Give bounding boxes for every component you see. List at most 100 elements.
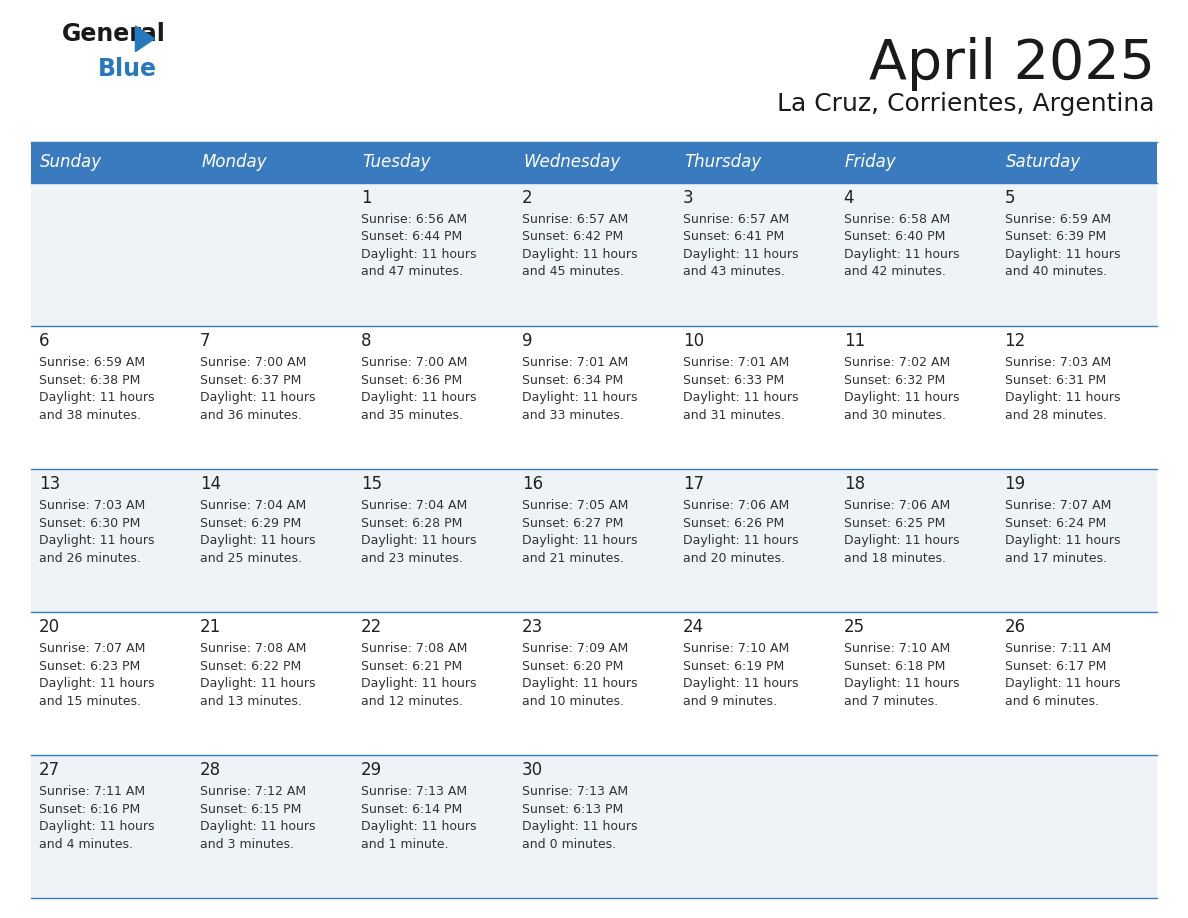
Bar [31,469,191,611]
Text: Sunrise: 7:03 AM
Sunset: 6:31 PM
Daylight: 11 hours
and 28 minutes.: Sunrise: 7:03 AM Sunset: 6:31 PM Dayligh… [1005,356,1120,421]
Text: 15: 15 [361,476,383,493]
Bar [31,142,191,183]
Bar [353,469,513,611]
Polygon shape [135,26,154,51]
Text: Sunrise: 7:11 AM
Sunset: 6:16 PM
Daylight: 11 hours
and 4 minutes.: Sunrise: 7:11 AM Sunset: 6:16 PM Dayligh… [39,785,154,851]
Text: Sunrise: 7:07 AM
Sunset: 6:24 PM
Daylight: 11 hours
and 17 minutes.: Sunrise: 7:07 AM Sunset: 6:24 PM Dayligh… [1005,499,1120,565]
Bar [997,611,1157,755]
Text: Monday: Monday [201,153,267,172]
Text: Sunrise: 6:57 AM
Sunset: 6:42 PM
Daylight: 11 hours
and 45 minutes.: Sunrise: 6:57 AM Sunset: 6:42 PM Dayligh… [522,213,638,278]
Text: Friday: Friday [845,153,897,172]
Text: 4: 4 [843,189,854,207]
Bar [997,326,1157,469]
Text: 27: 27 [39,761,61,779]
Text: 19: 19 [1005,476,1025,493]
Text: Sunrise: 7:10 AM
Sunset: 6:18 PM
Daylight: 11 hours
and 7 minutes.: Sunrise: 7:10 AM Sunset: 6:18 PM Dayligh… [843,642,959,708]
Bar [191,755,353,898]
Bar [353,142,513,183]
Text: Sunrise: 7:06 AM
Sunset: 6:25 PM
Daylight: 11 hours
and 18 minutes.: Sunrise: 7:06 AM Sunset: 6:25 PM Dayligh… [843,499,959,565]
Bar [513,469,675,611]
Bar [191,611,353,755]
Text: Sunday: Sunday [40,153,102,172]
Text: La Cruz, Corrientes, Argentina: La Cruz, Corrientes, Argentina [777,92,1155,116]
Text: Sunrise: 7:00 AM
Sunset: 6:36 PM
Daylight: 11 hours
and 35 minutes.: Sunrise: 7:00 AM Sunset: 6:36 PM Dayligh… [361,356,476,421]
Text: Sunrise: 6:59 AM
Sunset: 6:38 PM
Daylight: 11 hours
and 38 minutes.: Sunrise: 6:59 AM Sunset: 6:38 PM Dayligh… [39,356,154,421]
Text: 6: 6 [39,332,50,350]
Text: Sunrise: 6:56 AM
Sunset: 6:44 PM
Daylight: 11 hours
and 47 minutes.: Sunrise: 6:56 AM Sunset: 6:44 PM Dayligh… [361,213,476,278]
Bar [353,183,513,326]
Text: Sunrise: 7:00 AM
Sunset: 6:37 PM
Daylight: 11 hours
and 36 minutes.: Sunrise: 7:00 AM Sunset: 6:37 PM Dayligh… [200,356,316,421]
Text: Sunrise: 7:01 AM
Sunset: 6:33 PM
Daylight: 11 hours
and 31 minutes.: Sunrise: 7:01 AM Sunset: 6:33 PM Dayligh… [683,356,798,421]
Bar [835,469,997,611]
Text: 20: 20 [39,618,61,636]
Bar [997,183,1157,326]
Text: 23: 23 [522,618,543,636]
Text: Sunrise: 7:04 AM
Sunset: 6:29 PM
Daylight: 11 hours
and 25 minutes.: Sunrise: 7:04 AM Sunset: 6:29 PM Dayligh… [200,499,316,565]
Text: Sunrise: 6:58 AM
Sunset: 6:40 PM
Daylight: 11 hours
and 42 minutes.: Sunrise: 6:58 AM Sunset: 6:40 PM Dayligh… [843,213,959,278]
Text: Sunrise: 7:13 AM
Sunset: 6:14 PM
Daylight: 11 hours
and 1 minute.: Sunrise: 7:13 AM Sunset: 6:14 PM Dayligh… [361,785,476,851]
Bar [513,326,675,469]
Bar [997,142,1157,183]
Text: 11: 11 [843,332,865,350]
Bar [513,142,675,183]
Bar [353,326,513,469]
Text: 17: 17 [683,476,703,493]
Text: Sunrise: 7:11 AM
Sunset: 6:17 PM
Daylight: 11 hours
and 6 minutes.: Sunrise: 7:11 AM Sunset: 6:17 PM Dayligh… [1005,642,1120,708]
Text: Sunrise: 7:08 AM
Sunset: 6:22 PM
Daylight: 11 hours
and 13 minutes.: Sunrise: 7:08 AM Sunset: 6:22 PM Dayligh… [200,642,316,708]
Text: 29: 29 [361,761,383,779]
Text: 7: 7 [200,332,210,350]
Bar [997,755,1157,898]
Text: Tuesday: Tuesday [362,153,431,172]
Text: Sunrise: 7:06 AM
Sunset: 6:26 PM
Daylight: 11 hours
and 20 minutes.: Sunrise: 7:06 AM Sunset: 6:26 PM Dayligh… [683,499,798,565]
Text: Sunrise: 6:59 AM
Sunset: 6:39 PM
Daylight: 11 hours
and 40 minutes.: Sunrise: 6:59 AM Sunset: 6:39 PM Dayligh… [1005,213,1120,278]
Bar [513,755,675,898]
Text: 21: 21 [200,618,221,636]
Text: 2: 2 [522,189,532,207]
Text: 22: 22 [361,618,383,636]
Text: General: General [62,22,165,46]
Text: 5: 5 [1005,189,1015,207]
Text: Sunrise: 7:12 AM
Sunset: 6:15 PM
Daylight: 11 hours
and 3 minutes.: Sunrise: 7:12 AM Sunset: 6:15 PM Dayligh… [200,785,316,851]
Text: Sunrise: 7:13 AM
Sunset: 6:13 PM
Daylight: 11 hours
and 0 minutes.: Sunrise: 7:13 AM Sunset: 6:13 PM Dayligh… [522,785,638,851]
Text: 30: 30 [522,761,543,779]
Bar [513,611,675,755]
Bar [835,611,997,755]
Text: 8: 8 [361,332,372,350]
Text: Sunrise: 7:08 AM
Sunset: 6:21 PM
Daylight: 11 hours
and 12 minutes.: Sunrise: 7:08 AM Sunset: 6:21 PM Dayligh… [361,642,476,708]
Bar [353,611,513,755]
Text: Sunrise: 7:10 AM
Sunset: 6:19 PM
Daylight: 11 hours
and 9 minutes.: Sunrise: 7:10 AM Sunset: 6:19 PM Dayligh… [683,642,798,708]
Text: 1: 1 [361,189,372,207]
Text: Sunrise: 7:03 AM
Sunset: 6:30 PM
Daylight: 11 hours
and 26 minutes.: Sunrise: 7:03 AM Sunset: 6:30 PM Dayligh… [39,499,154,565]
Text: Sunrise: 7:02 AM
Sunset: 6:32 PM
Daylight: 11 hours
and 30 minutes.: Sunrise: 7:02 AM Sunset: 6:32 PM Dayligh… [843,356,959,421]
Text: April 2025: April 2025 [868,37,1155,91]
Text: Sunrise: 7:01 AM
Sunset: 6:34 PM
Daylight: 11 hours
and 33 minutes.: Sunrise: 7:01 AM Sunset: 6:34 PM Dayligh… [522,356,638,421]
Text: 28: 28 [200,761,221,779]
Text: 14: 14 [200,476,221,493]
Text: 24: 24 [683,618,703,636]
Bar [675,469,835,611]
Text: Sunrise: 7:09 AM
Sunset: 6:20 PM
Daylight: 11 hours
and 10 minutes.: Sunrise: 7:09 AM Sunset: 6:20 PM Dayligh… [522,642,638,708]
Bar [353,755,513,898]
Text: 26: 26 [1005,618,1025,636]
Bar [191,469,353,611]
Bar [997,469,1157,611]
Text: 3: 3 [683,189,694,207]
Bar [191,142,353,183]
Text: Sunrise: 7:04 AM
Sunset: 6:28 PM
Daylight: 11 hours
and 23 minutes.: Sunrise: 7:04 AM Sunset: 6:28 PM Dayligh… [361,499,476,565]
Bar [835,183,997,326]
Text: Thursday: Thursday [684,153,762,172]
Bar [191,326,353,469]
Text: 10: 10 [683,332,703,350]
Bar [31,183,191,326]
Text: Sunrise: 7:05 AM
Sunset: 6:27 PM
Daylight: 11 hours
and 21 minutes.: Sunrise: 7:05 AM Sunset: 6:27 PM Dayligh… [522,499,638,565]
Bar [31,755,191,898]
Text: Sunrise: 7:07 AM
Sunset: 6:23 PM
Daylight: 11 hours
and 15 minutes.: Sunrise: 7:07 AM Sunset: 6:23 PM Dayligh… [39,642,154,708]
Bar [835,326,997,469]
Text: Blue: Blue [97,57,157,81]
Bar [835,142,997,183]
Bar [191,183,353,326]
Text: Sunrise: 6:57 AM
Sunset: 6:41 PM
Daylight: 11 hours
and 43 minutes.: Sunrise: 6:57 AM Sunset: 6:41 PM Dayligh… [683,213,798,278]
Text: 16: 16 [522,476,543,493]
Bar [513,183,675,326]
Bar [675,142,835,183]
